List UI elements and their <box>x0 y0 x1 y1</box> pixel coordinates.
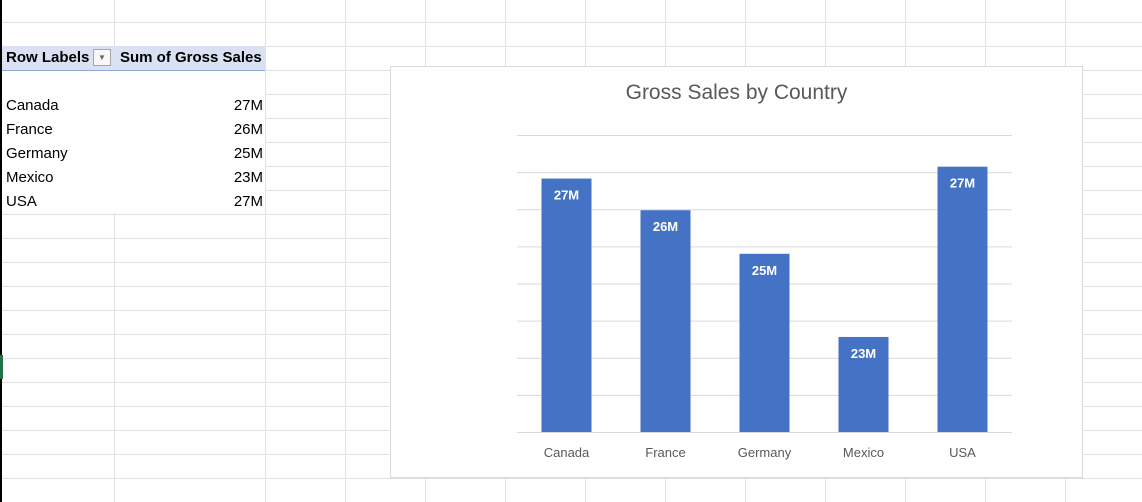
gross-sales-chart[interactable]: Gross Sales by Country 27M Canada 26M Franc… <box>390 66 1083 478</box>
bar-usa[interactable] <box>937 166 988 432</box>
data-label-mexico: 23M <box>851 346 876 361</box>
bar-germany[interactable] <box>739 253 790 432</box>
pivot-row[interactable]: Germany 25M <box>2 142 265 166</box>
chart-title: Gross Sales by Country <box>625 81 848 104</box>
pivot-row-label: Germany <box>6 145 68 162</box>
filter-dropdown-icon[interactable]: ▼ <box>93 49 111 66</box>
pivot-row-value: 25M <box>233 145 263 162</box>
bar-canada[interactable] <box>541 178 592 432</box>
bar-france[interactable] <box>640 210 691 432</box>
pivot-header-row: Row Labels ▼ Sum of Gross Sales <box>2 46 265 71</box>
active-row-indicator <box>0 355 3 379</box>
category-label-usa: USA <box>949 445 976 460</box>
data-label-canada: 27M <box>554 188 579 203</box>
pivot-row-value: 27M <box>233 193 263 210</box>
row-labels-header[interactable]: Row Labels <box>6 49 90 66</box>
pivot-row-value: 23M <box>233 169 263 186</box>
pivot-row-value: 26M <box>233 121 263 138</box>
sheet-left-border <box>0 0 2 502</box>
pivot-row[interactable]: Canada 27M <box>2 94 265 118</box>
chart-plot: 27M Canada 26M France 25M Germany 23M Mexico 27M… <box>517 135 1012 460</box>
category-label-canada: Canada <box>544 445 590 460</box>
pivot-row[interactable]: USA 27M <box>2 190 265 214</box>
pivot-row[interactable]: Mexico 23M <box>2 166 265 190</box>
pivot-row-label: USA <box>6 193 37 210</box>
data-label-usa: 27M <box>950 176 975 191</box>
pivot-row-label: Mexico <box>6 169 54 186</box>
category-label-france: France <box>645 445 685 460</box>
sum-gross-sales-header[interactable]: Sum of Gross Sales <box>120 49 262 66</box>
pivot-row-label: Canada <box>6 97 59 114</box>
data-label-germany: 25M <box>752 263 777 278</box>
category-label-germany: Germany <box>738 445 792 460</box>
data-label-france: 26M <box>653 219 678 234</box>
pivot-row-value: 27M <box>233 97 263 114</box>
bar-mexico[interactable] <box>838 336 889 432</box>
category-label-mexico: Mexico <box>843 445 884 460</box>
pivot-row-label: France <box>6 121 53 138</box>
pivot-row[interactable]: France 26M <box>2 118 265 142</box>
